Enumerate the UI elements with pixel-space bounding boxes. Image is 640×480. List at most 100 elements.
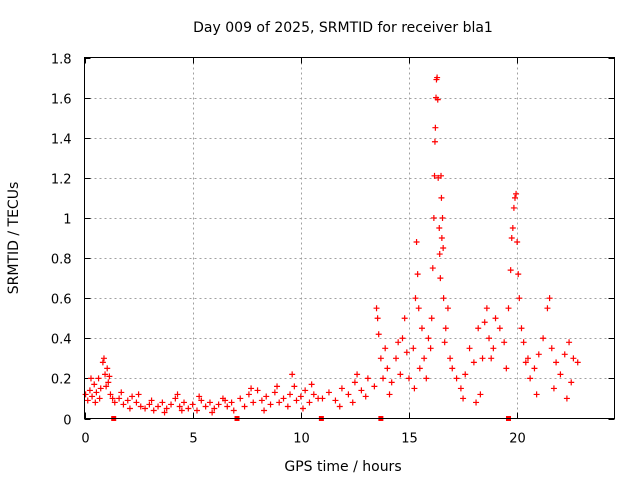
- data-point: [100, 355, 107, 362]
- data-point: [358, 387, 365, 394]
- data-point: [412, 295, 419, 302]
- data-point: [91, 381, 98, 388]
- data-point: [438, 235, 445, 241]
- data-point: [548, 345, 555, 352]
- data-point: [289, 371, 296, 378]
- data-point: [150, 407, 157, 414]
- data-point: [511, 194, 518, 201]
- data-point: [142, 405, 149, 412]
- data-point: [373, 305, 380, 312]
- data-point: [198, 397, 205, 404]
- data-point: [375, 331, 382, 338]
- data-point: [444, 305, 451, 312]
- data-point: [466, 345, 473, 352]
- y-tick-label: 1.8: [51, 53, 72, 68]
- data-point: [299, 405, 306, 412]
- x-tick-label: 10: [293, 432, 310, 447]
- data-point: [481, 319, 488, 326]
- data-point: [574, 359, 581, 366]
- data-point: [87, 375, 94, 382]
- data-point: [438, 172, 445, 179]
- data-point: [475, 325, 482, 332]
- data-point: [488, 355, 495, 362]
- data-point: [332, 397, 339, 404]
- data-point: [189, 401, 196, 408]
- data-point: [258, 397, 265, 404]
- data-point: [107, 391, 114, 398]
- data-point: [437, 275, 444, 282]
- data-point: [86, 387, 93, 394]
- data-point: [546, 295, 553, 302]
- data-point: [447, 355, 454, 362]
- data-point: [224, 403, 231, 410]
- data-point: [496, 325, 503, 332]
- data-point: [176, 403, 183, 410]
- data-point: [405, 375, 412, 382]
- y-tick-labels: 0 0.2 0.4 0.6 0.8 1 1.2 1.4 1.6 1.8: [51, 53, 72, 429]
- data-point: [345, 391, 352, 398]
- y-tick-label: 0.2: [51, 373, 72, 388]
- data-point: [209, 409, 216, 416]
- data-point: [374, 315, 381, 322]
- data-point: [111, 399, 118, 406]
- data-point: [103, 383, 110, 390]
- data-point: [423, 375, 430, 382]
- data-point: [570, 355, 577, 362]
- data-point: [401, 315, 408, 322]
- data-point: [516, 295, 523, 302]
- data-point: [418, 325, 425, 332]
- data-point: [89, 393, 96, 400]
- data-point: [462, 371, 469, 378]
- data-point: [163, 405, 170, 412]
- data-point: [364, 375, 371, 382]
- y-axis-label: SRMTID / TECUs: [6, 182, 22, 295]
- data-point: [557, 371, 564, 378]
- data-point: [432, 124, 439, 131]
- data-point: [416, 365, 423, 372]
- data-point: [540, 335, 547, 342]
- data-point: [429, 265, 436, 272]
- data-point: [421, 355, 428, 362]
- data-point: [284, 403, 291, 410]
- data-point: [146, 401, 153, 408]
- data-point: [263, 393, 270, 400]
- data-point: [129, 393, 136, 400]
- x-tick-label: 0: [81, 432, 89, 447]
- data-point: [479, 355, 486, 362]
- data-point: [172, 395, 179, 402]
- data-point: [486, 335, 493, 342]
- data-point: [460, 395, 467, 402]
- data-point: [228, 399, 235, 406]
- data-point: [241, 403, 248, 410]
- data-point: [287, 391, 294, 398]
- y-tick-label: 0: [63, 414, 71, 429]
- data-point: [515, 271, 522, 278]
- data-point: [520, 339, 527, 346]
- data-point: [436, 224, 443, 231]
- data-point: [96, 395, 103, 402]
- chart-title: Day 009 of 2025, SRMTID for receiver bla…: [193, 20, 493, 36]
- data-point: [306, 399, 313, 406]
- data-point: [453, 375, 460, 382]
- data-point: [308, 381, 315, 388]
- data-point: [349, 399, 356, 406]
- data-point: [261, 407, 268, 414]
- data-point: [354, 371, 361, 378]
- data-point: [490, 345, 497, 352]
- data-point: [267, 401, 274, 408]
- data-point: [568, 379, 575, 386]
- data-point: [97, 385, 104, 392]
- data-point: [99, 359, 106, 366]
- data-point: [440, 295, 447, 302]
- data-point: [181, 399, 188, 406]
- y-tick-label: 1.6: [51, 93, 72, 108]
- data-point: [544, 305, 551, 312]
- data-point: [428, 315, 435, 322]
- data-point: [533, 391, 540, 398]
- data-point: [109, 395, 116, 402]
- data-point: [325, 389, 332, 396]
- data-point: [319, 395, 326, 402]
- y-tick-label: 0.8: [51, 253, 72, 268]
- data-point: [215, 401, 222, 408]
- data-point: [237, 395, 244, 402]
